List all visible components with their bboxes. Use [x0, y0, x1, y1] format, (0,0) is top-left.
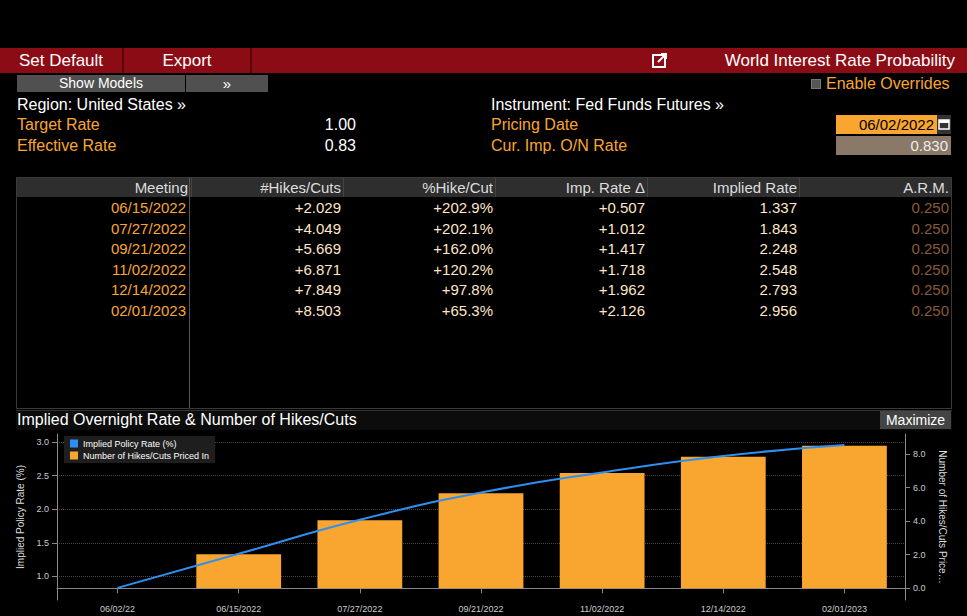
html-text:Implied Rate: Implied Rate: [712, 179, 797, 196]
html-text:0.250: 0.250: [911, 240, 949, 258]
html-text:%Hike/Cut: %Hike/Cut: [422, 179, 493, 196]
html-text:0.83: 0.83: [324, 137, 356, 154]
html-text:Set Default: Set Default: [18, 51, 103, 70]
html-text:Effective Rate: Effective Rate: [17, 137, 117, 154]
html-text:Meeting: Meeting: [134, 179, 188, 196]
html-text:+1.962: +1.962: [598, 281, 645, 299]
svg-text:09/21/2022: 09/21/2022: [458, 604, 503, 614]
html-text:+202.9%: +202.9%: [433, 199, 493, 216]
html-text:0.250: 0.250: [911, 281, 949, 299]
html-text:Maximize: Maximize: [885, 412, 946, 428]
html-text:Pricing Date: Pricing Date: [491, 116, 579, 133]
html-text:Region: United States »: Region: United States »: [17, 96, 186, 113]
html-text:Implied Overnight Rate & Numbe: Implied Overnight Rate & Number of Hikes…: [17, 411, 357, 428]
svg-text:2.5: 2.5: [36, 471, 49, 481]
html-text:Export: Export: [162, 51, 212, 70]
html-text:+1.718: +1.718: [598, 260, 645, 278]
svg-text:12/14/2022: 12/14/2022: [701, 604, 746, 614]
html-text:+65.3%: +65.3%: [441, 302, 493, 319]
html-text:Imp. Rate Δ: Imp. Rate Δ: [565, 179, 645, 196]
svg-text:1.0: 1.0: [36, 571, 49, 581]
svg-text:07/27/2022: 07/27/2022: [337, 604, 382, 614]
html-text:0.250: 0.250: [911, 260, 949, 278]
html-text:World Interest Rate Probabilit: World Interest Rate Probability: [724, 51, 955, 70]
svg-text:06/02/22: 06/02/22: [100, 604, 135, 614]
html-text:A.R.M.: A.R.M.: [903, 179, 949, 196]
html-text:+6.871: +6.871: [294, 260, 341, 278]
svg-text:Implied Policy Rate (%): Implied Policy Rate (%): [15, 465, 26, 569]
html-text:1.337: 1.337: [759, 199, 797, 216]
html-text:1.00: 1.00: [324, 116, 356, 133]
html-text:06/15/2022: 06/15/2022: [110, 199, 186, 216]
svg-text:1.5: 1.5: [36, 538, 49, 548]
svg-text:11/02/2022: 11/02/2022: [580, 604, 624, 614]
svg-text:Number of Hikes/Cuts Priced In: Number of Hikes/Cuts Priced In: [83, 451, 209, 461]
html-text:09/21/2022: 09/21/2022: [110, 240, 186, 258]
html-text:+5.669: +5.669: [294, 240, 341, 258]
html-text:+97.8%: +97.8%: [441, 281, 493, 299]
html-text:06/02/2022: 06/02/2022: [858, 116, 934, 133]
html-text:+2.126: +2.126: [598, 302, 645, 319]
svg-text:4.0: 4.0: [913, 516, 926, 526]
html-text:07/27/2022: 07/27/2022: [110, 219, 186, 237]
svg-text:Implied Policy Rate (%): Implied Policy Rate (%): [83, 439, 177, 449]
html-text:Cur. Imp. O/N Rate: Cur. Imp. O/N Rate: [491, 137, 627, 154]
html-text:02/01/2023: 02/01/2023: [110, 302, 186, 319]
html-text:+2.029: +2.029: [294, 199, 341, 216]
html-text:11/02/2022: 11/02/2022: [112, 260, 186, 278]
html-text:#Hikes/Cuts: #Hikes/Cuts: [260, 179, 341, 196]
svg-text:06/15/2022: 06/15/2022: [216, 604, 261, 614]
svg-text:Number of Hikes/Cuts Price…: Number of Hikes/Cuts Price…: [937, 450, 948, 583]
svg-text:8.0: 8.0: [913, 449, 926, 459]
html-text:2.793: 2.793: [759, 281, 797, 299]
html-text:+120.2%: +120.2%: [433, 260, 493, 278]
html-text:Instrument: Fed Funds Futures: Instrument: Fed Funds Futures »: [491, 96, 724, 113]
svg-text:0.0: 0.0: [913, 583, 926, 593]
html-text:0.250: 0.250: [911, 302, 949, 319]
html-text:+1.417: +1.417: [598, 240, 645, 258]
svg-text:02/01/2023: 02/01/2023: [822, 604, 867, 614]
html-text:+4.049: +4.049: [294, 219, 341, 237]
html-text:Show Models: Show Models: [59, 75, 143, 91]
html-text:0.250: 0.250: [911, 199, 949, 216]
svg-text:2.0: 2.0: [36, 504, 49, 514]
html-text:+202.1%: +202.1%: [433, 219, 493, 237]
html-text:Target Rate: Target Rate: [17, 116, 100, 133]
html-text:+8.503: +8.503: [294, 302, 341, 319]
html-text:2.248: 2.248: [759, 240, 797, 258]
html-text:0.250: 0.250: [911, 219, 949, 237]
html-text:12/14/2022: 12/14/2022: [110, 281, 186, 299]
svg-text:3.0: 3.0: [36, 437, 49, 447]
html-text:+7.849: +7.849: [294, 281, 341, 299]
svg-text:6.0: 6.0: [913, 483, 926, 493]
html-text:+162.0%: +162.0%: [433, 240, 493, 258]
html-text:Enable Overrides: Enable Overrides: [826, 75, 950, 92]
html-text:+0.507: +0.507: [598, 199, 645, 216]
html-text:0.830: 0.830: [910, 137, 948, 154]
html-text:+1.012: +1.012: [598, 219, 645, 237]
html-text:2.548: 2.548: [759, 260, 797, 278]
svg-text:2.0: 2.0: [913, 550, 926, 560]
html-text:2.956: 2.956: [759, 302, 797, 319]
html-text:1.843: 1.843: [759, 219, 797, 237]
